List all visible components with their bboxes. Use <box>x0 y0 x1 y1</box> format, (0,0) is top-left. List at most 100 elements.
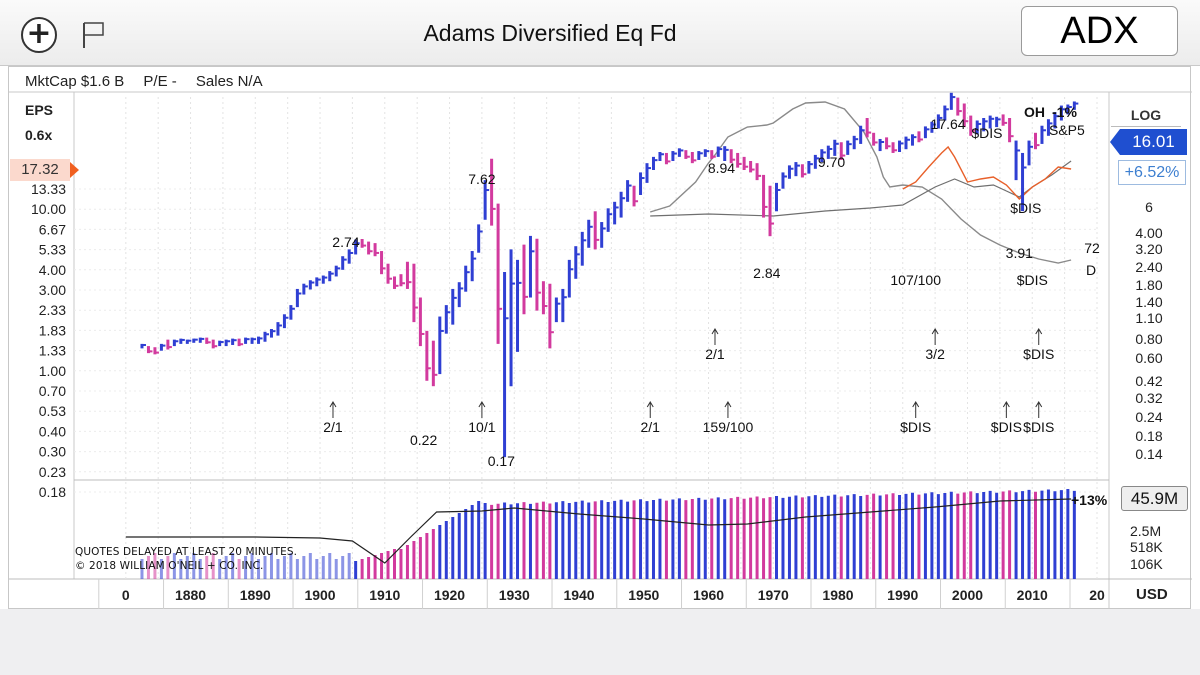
eps-tick-label: 0.53 <box>39 403 66 419</box>
event-arrow-icon <box>724 401 732 418</box>
plus-circle-icon: + <box>26 16 52 51</box>
eps-tick-label: 0.40 <box>39 423 66 439</box>
eps-tick-label: 0.23 <box>39 464 66 480</box>
eps-tick-label: 1.83 <box>39 322 66 338</box>
eps-tick-label: 1.00 <box>39 363 66 379</box>
eps-axis-title: EPS <box>25 102 53 118</box>
eps-tick-label: 0.18 <box>39 484 66 500</box>
notice-line-1: QUOTES DELAYED AT LEAST 20 MINUTES. <box>75 546 298 558</box>
flag-button[interactable] <box>78 18 108 50</box>
dividend-event-label: $DIS <box>971 125 1002 141</box>
price-tick-label: 0.18 <box>1135 428 1162 444</box>
fund-title: Adams Diversified Eq Fd <box>423 20 677 46</box>
volume-tick-label: 2.5M <box>1130 523 1161 539</box>
split-event-label: $DIS <box>900 419 931 435</box>
price-tick-label: 1.80 <box>1135 277 1162 293</box>
eps-tick-label: 4.00 <box>39 262 66 278</box>
volume-tick-label: 518K <box>1130 539 1163 555</box>
year-tick-label: 2010 <box>1017 587 1048 603</box>
event-arrow-icon <box>1002 401 1010 418</box>
event-arrow-icon <box>478 401 486 418</box>
event-arrow-icon <box>329 401 337 418</box>
year-tick-label: 1960 <box>693 587 724 603</box>
event-arrow-icon <box>912 401 920 418</box>
split-event-label: 2/1 <box>705 346 725 362</box>
event-arrow-icon <box>931 328 939 345</box>
sp500-legend-label: S&P5 <box>1049 122 1085 138</box>
current-eps-tag: 17.32 <box>10 159 79 181</box>
eps-tick-label: 6.67 <box>39 221 66 237</box>
rs-rank-label: 72 <box>1084 240 1100 256</box>
year-tick-label: 1890 <box>240 587 271 603</box>
year-tick-label: 1900 <box>304 587 335 603</box>
oh-legend-label: OH <box>1024 104 1045 120</box>
quote-delay-notice: QUOTES DELAYED AT LEAST 20 MINUTES. © 20… <box>75 545 297 573</box>
flag-icon <box>83 22 104 48</box>
year-tick-label: 1980 <box>822 587 853 603</box>
split-event-label: 3/2 <box>925 346 945 362</box>
eps-tick-label: 2.33 <box>39 302 66 318</box>
year-tick-label: 1930 <box>499 587 530 603</box>
price-tick-label: 4.00 <box>1135 225 1162 241</box>
event-arrow-icon <box>711 328 719 345</box>
split-event-label: $DIS <box>991 419 1022 435</box>
split-event-label: 107/100 <box>890 272 941 288</box>
split-event-label: $DIS <box>1023 419 1054 435</box>
volume-moving-average <box>125 498 1072 564</box>
year-tick-label: 1940 <box>563 587 594 603</box>
price-tick-label: 0.80 <box>1135 331 1162 347</box>
price-extreme-label: 3.91 <box>1006 245 1033 261</box>
volume-tag: 45.9M <box>1121 486 1188 511</box>
event-arrow-icon <box>646 401 654 418</box>
eps-line <box>902 145 1072 200</box>
split-event-label: 2/1 <box>641 419 661 435</box>
dividend-event-label: $DIS <box>1010 200 1041 216</box>
split-event-label: 2/1 <box>323 419 343 435</box>
year-tick-label: 1950 <box>628 587 659 603</box>
eps-tick-label: 10.00 <box>31 201 66 217</box>
event-arrow-icon <box>1035 328 1043 345</box>
price-extreme-label: 0.22 <box>410 432 437 448</box>
oh-legend-value: -1% <box>1052 104 1077 120</box>
footer-area <box>0 609 1200 675</box>
price-tick-label: 0.32 <box>1135 390 1162 406</box>
symbol-input[interactable]: ADX <box>1021 6 1178 56</box>
year-tick-label: 2000 <box>952 587 983 603</box>
price-extreme-label: 2.84 <box>753 265 780 281</box>
add-to-list-button[interactable]: + <box>21 17 57 53</box>
year-tick-label: 1970 <box>758 587 789 603</box>
price-tick-label: 3.20 <box>1135 241 1162 257</box>
price-extreme-label: 8.94 <box>708 160 735 176</box>
price-chart-svg[interactable]: 2.74 0.22 7.62 0.17 8.94 2.84 9.70 17.64 3.91 2/1… <box>9 67 1192 610</box>
year-tick-label: 0 <box>122 587 130 603</box>
price-tick-label: 0.24 <box>1135 409 1162 425</box>
price-extreme-label: 9.70 <box>818 154 845 170</box>
year-tick-label: 1880 <box>175 587 206 603</box>
log-scale-toggle[interactable]: LOG <box>1111 107 1181 127</box>
year-tick-label: 1920 <box>434 587 465 603</box>
price-extreme-label: 0.17 <box>488 453 515 469</box>
rs-grade-label: D <box>1086 262 1096 278</box>
split-event-label: 10/1 <box>468 419 495 435</box>
split-event-label: 159/100 <box>703 419 754 435</box>
eps-tick-label: 13.33 <box>31 181 66 197</box>
price-extreme-label: 2.74 <box>332 234 359 250</box>
event-arrow-icon <box>1035 401 1043 418</box>
currency-label: USD <box>1136 586 1168 603</box>
eps-tick-label: 0.70 <box>39 383 66 399</box>
pe-stat: P/E - <box>143 73 177 90</box>
year-tick-label: 1990 <box>887 587 918 603</box>
price-tick-label: 1.40 <box>1135 294 1162 310</box>
eps-multiplier: 0.6x <box>25 127 52 143</box>
price-tick-label: 6 <box>1145 199 1153 215</box>
stats-bar: MktCap $1.6 B P/E - Sales N/A <box>25 73 278 90</box>
volume-tick-label: 106K <box>1130 556 1163 572</box>
eps-tick-label: 5.33 <box>39 242 66 258</box>
eps-tick-label: 0.30 <box>39 444 66 460</box>
price-extreme-label: 7.62 <box>468 171 495 187</box>
year-tick-label: 20 <box>1089 587 1105 603</box>
price-tick-label: 2.40 <box>1135 259 1162 275</box>
sales-stat: Sales N/A <box>195 73 263 90</box>
chart-panel: 2.74 0.22 7.62 0.17 8.94 2.84 9.70 17.64 3.91 2/1… <box>8 66 1192 610</box>
top-toolbar: + Adams Diversified Eq Fd ADX <box>0 0 1200 66</box>
